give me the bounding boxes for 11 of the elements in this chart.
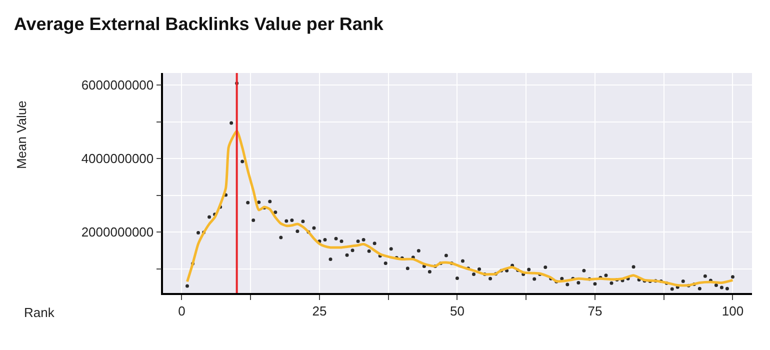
x-axis-title: Rank (24, 305, 55, 320)
x-tick-label: 0 (178, 303, 186, 318)
x-tick-label: 100 (722, 303, 744, 318)
y-tick-label: 4000000000 (81, 151, 154, 166)
y-tick-label: 2000000000 (81, 224, 154, 240)
x-tick-label: 75 (588, 303, 602, 318)
chart-title: Average External Backlinks Value per Rank (14, 14, 384, 34)
x-tick-label: 50 (450, 303, 464, 318)
y-axis-title: Mean Value (14, 100, 30, 170)
y-tick-label: 6000000000 (81, 78, 154, 93)
x-tick-label: 25 (312, 303, 327, 318)
